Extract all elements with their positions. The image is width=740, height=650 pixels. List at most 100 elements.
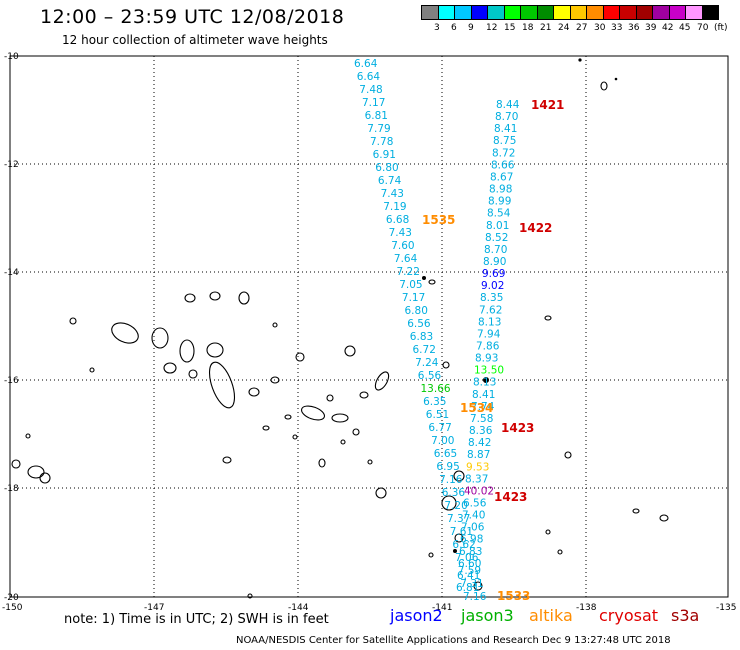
- wave-height-value: 7.22: [397, 266, 420, 278]
- legend-jason3: jason3: [461, 606, 514, 625]
- island-outline: [374, 371, 390, 391]
- wave-height-value: 8.98: [489, 184, 512, 196]
- wave-height-value: 7.78: [370, 136, 393, 148]
- wave-height-value: 8.52: [485, 232, 508, 244]
- wave-height-value: 7.17: [362, 97, 385, 109]
- wave-height-value: 6.80: [375, 162, 398, 174]
- island-outline: [300, 405, 326, 421]
- wave-height-value: 8.99: [488, 196, 511, 208]
- wave-height-value: 6.81: [365, 110, 388, 122]
- island-outline: [659, 514, 669, 522]
- wave-height-value: 6.74: [378, 175, 402, 187]
- island-outline: [352, 428, 360, 436]
- wave-height-value: 6.77: [428, 422, 451, 434]
- island-outline: [206, 342, 224, 358]
- wave-height-value: 8.75: [493, 135, 516, 147]
- map-subtitle: 12 hour collection of altimeter wave hei…: [62, 33, 328, 47]
- wave-height-value: 9.02: [481, 280, 504, 292]
- wave-height-value: 6.65: [434, 448, 457, 460]
- latitude-label: -12: [4, 160, 19, 170]
- island-outline: [441, 495, 457, 511]
- satellite-pass-time: 1534: [460, 401, 493, 415]
- map-title: 12:00 – 23:59 UTC 12/08/2018: [40, 6, 345, 28]
- island-outline: [375, 487, 387, 499]
- wave-height-value: 6.95: [436, 461, 459, 473]
- island-outline: [270, 376, 280, 384]
- satellite-pass-time: 1421: [531, 98, 564, 112]
- island-outline: [442, 361, 450, 369]
- wave-height-value: 7.58: [470, 413, 493, 425]
- latitude-label: -20: [4, 593, 19, 603]
- color-scale-label: 9: [468, 23, 474, 33]
- wave-height-value: 7.79: [367, 123, 390, 135]
- island-outline: [428, 279, 436, 285]
- wave-height-value: 7.43: [381, 188, 404, 200]
- wave-height-value: 8.87: [467, 449, 490, 461]
- wave-height-value: 6.41: [457, 570, 480, 582]
- wave-height-value: 8.41: [472, 389, 495, 401]
- longitude-label: -144: [288, 603, 309, 613]
- color-scale-label: 36: [628, 23, 640, 33]
- wave-height-value: 8.70: [484, 244, 507, 256]
- island-outline: [344, 345, 356, 357]
- wave-height-value: 7.37: [447, 513, 470, 525]
- latitude-label: -16: [4, 376, 19, 386]
- color-scale-label: 15: [504, 23, 516, 33]
- wave-height-value: 7.43: [389, 227, 412, 239]
- island-outline: [247, 593, 253, 599]
- color-scale-label: 42: [662, 23, 674, 33]
- color-scale-label: 12: [486, 23, 498, 33]
- island-outline: [89, 367, 95, 373]
- wave-height-value: 7.59: [458, 565, 481, 577]
- color-scale-label: (ft): [714, 23, 728, 33]
- reef-dot: [614, 77, 618, 81]
- legend-cryosat: cryosat: [599, 606, 659, 625]
- wave-height-value: 6.81: [456, 582, 479, 594]
- altimeter-track-values: 6.646.647.487.176.817.797.786.916.806.74…: [354, 58, 520, 603]
- wave-height-value: 9.69: [482, 268, 505, 280]
- island-outline: [544, 315, 552, 321]
- reef-dot: [483, 377, 489, 383]
- island-outline: [27, 465, 45, 479]
- wave-height-value: 8.13: [473, 377, 496, 389]
- island-outline: [222, 456, 232, 464]
- reef-dots: [422, 58, 618, 553]
- color-scale-label: 45: [679, 23, 691, 33]
- wave-height-value: 8.54: [487, 208, 511, 220]
- island-outline: [564, 451, 572, 459]
- wave-height-value: 8.01: [486, 220, 509, 232]
- island-outline: [292, 434, 298, 440]
- footer-note: note: 1) Time is in UTC; 2) SWH is in fe…: [64, 612, 329, 627]
- wave-height-value: 40.02: [464, 485, 494, 497]
- legend-s3a: s3a: [671, 606, 700, 625]
- wave-height-value: 8.44: [496, 99, 520, 111]
- wave-height-value: 6.35: [423, 396, 446, 408]
- longitude-label: -147: [144, 603, 164, 613]
- color-scale-label: 24: [558, 23, 570, 33]
- wave-height-value: 7.64: [394, 253, 418, 265]
- wave-height-value: 6.83: [410, 331, 433, 343]
- wave-height-value: 7.06: [461, 522, 485, 534]
- island-outline: [111, 322, 139, 344]
- color-scale-bar: [421, 5, 719, 20]
- island-outline: [473, 581, 483, 591]
- island-outline: [295, 352, 305, 362]
- island-outline: [340, 439, 346, 445]
- color-scale-label: 27: [576, 23, 588, 33]
- island-outline: [557, 549, 563, 555]
- wave-height-value: 7.06: [455, 552, 479, 564]
- reef-dot: [453, 549, 457, 553]
- color-scale-label: 33: [611, 23, 623, 33]
- island-outline: [367, 459, 373, 465]
- color-scale-label: 21: [540, 23, 552, 33]
- island-outline: [184, 293, 196, 303]
- wave-height-value: 6.56: [418, 370, 442, 382]
- longitude-label: -150: [2, 603, 23, 613]
- longitude-label: -138: [576, 603, 597, 613]
- axis-labels: -10 -12 -14 -16 -18 -20-150 -147 -144 -141 -138 -1…: [2, 52, 736, 613]
- satellite-pass-labels: 1421 1422 1535 1534 1423 1423 1533: [422, 98, 564, 603]
- wave-height-value: 9.53: [466, 461, 489, 473]
- wave-height-value: 8.13: [478, 316, 501, 328]
- island-outline: [428, 552, 434, 558]
